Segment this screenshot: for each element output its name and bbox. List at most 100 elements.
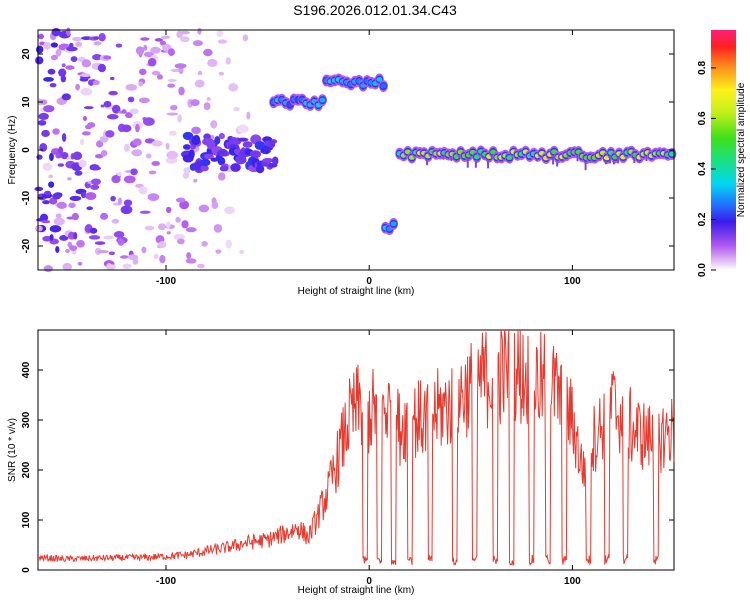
heatmap-cell-streak	[474, 159, 477, 168]
heatmap-cell	[237, 124, 249, 133]
heatmap-y-tick-label: -20	[21, 238, 32, 253]
snr-x-axis-label: Height of straight line (km)	[298, 585, 415, 596]
heatmap-cell-streak	[458, 155, 461, 158]
heatmap-cell	[255, 165, 265, 174]
heatmap-cells	[34, 27, 677, 273]
heatmap-cell	[192, 40, 203, 47]
heatmap-cell	[36, 154, 43, 160]
heatmap-cell	[166, 112, 179, 116]
heatmap-cell	[35, 56, 44, 65]
heatmap-cell	[151, 70, 161, 76]
heatmap-cell-peak	[376, 77, 383, 82]
heatmap-cell	[75, 41, 83, 47]
heatmap-cell-streak	[487, 159, 490, 169]
heatmap-cell	[197, 27, 202, 35]
heatmap-cell	[131, 149, 143, 157]
heatmap-cell	[143, 44, 148, 51]
heatmap-cell	[96, 140, 104, 148]
heatmap-cell	[129, 108, 139, 115]
heatmap-cell	[80, 73, 91, 78]
heatmap-cell	[207, 59, 218, 67]
heatmap-cell	[135, 46, 145, 55]
snr-y-axis-label: SNR (10 * v/v)	[7, 418, 18, 482]
heatmap-cell	[218, 71, 224, 76]
heatmap-cell	[97, 63, 107, 73]
heatmap-y-tick-label: 20	[21, 48, 32, 60]
heatmap-cell	[91, 178, 101, 186]
colorbar-tick-label: 0.2	[697, 212, 708, 226]
heatmap-cell	[125, 112, 133, 119]
heatmap-cell	[72, 36, 82, 42]
heatmap-cell-streak	[426, 159, 429, 166]
heatmap-cell	[167, 78, 177, 83]
heatmap-cell	[93, 41, 102, 46]
heatmap-cell	[167, 83, 176, 88]
heatmap-cell	[94, 154, 104, 159]
heatmap-cell	[58, 68, 67, 77]
heatmap-cell	[38, 112, 49, 121]
heatmap-cell	[72, 151, 83, 161]
heatmap-cell	[168, 130, 177, 136]
heatmap-cell	[108, 90, 118, 96]
heatmap-cell	[61, 63, 66, 68]
heatmap-cell	[121, 109, 127, 114]
heatmap-cell	[201, 240, 208, 247]
heatmap-cell	[165, 206, 172, 214]
heatmap-cell	[139, 68, 147, 76]
heatmap-cell	[100, 212, 109, 220]
heatmap-cell	[68, 202, 76, 209]
heatmap-cell	[50, 42, 59, 48]
heatmap-cell	[87, 79, 95, 86]
heatmap-cell	[88, 235, 101, 240]
heatmap-cell-streak	[584, 160, 587, 171]
heatmap-cell	[200, 165, 209, 172]
heatmap-cell	[178, 86, 185, 96]
heatmap-cell	[135, 123, 140, 133]
heatmap-cell	[120, 205, 133, 215]
heatmap-cell	[197, 263, 205, 269]
heatmap-cell-streak	[645, 155, 648, 162]
heatmap-cell	[49, 152, 54, 162]
heatmap-cell	[203, 102, 211, 111]
heatmap-cell	[181, 220, 189, 229]
heatmap-cell	[246, 111, 251, 120]
heatmap-cell	[44, 190, 52, 196]
heatmap-cell	[138, 186, 148, 195]
heatmap-cell	[139, 210, 151, 214]
heatmap-cell	[108, 251, 116, 256]
heatmap-cell	[151, 160, 161, 167]
heatmap-cell	[39, 213, 49, 222]
heatmap-cell	[109, 76, 115, 81]
heatmap-cell	[77, 261, 83, 266]
heatmap-cell	[233, 106, 240, 112]
heatmap-cell-streak	[491, 155, 494, 159]
heatmap-cell-streak	[535, 158, 538, 162]
heatmap-cell	[92, 79, 100, 86]
heatmap-cell	[216, 30, 224, 38]
heatmap-y-ticks: -20 -10 0 10 20	[21, 48, 674, 253]
heatmap-cell	[38, 33, 44, 40]
heatmap-cell	[182, 172, 190, 179]
heatmap-cell	[153, 253, 159, 260]
heatmap-cell	[183, 167, 191, 174]
snr-panel: -100 0 100 0 100 200 300 400 Height of straigh…	[7, 329, 675, 596]
heatmap-cell-streak	[604, 160, 607, 165]
heatmap-cell	[103, 55, 112, 60]
snr-y-ticks: 0 100 200 300 400	[21, 361, 674, 573]
heatmap-cell	[82, 116, 88, 121]
heatmap-cell-peak	[668, 151, 675, 157]
heatmap-cell	[89, 227, 98, 234]
heatmap-cell	[43, 105, 55, 113]
heatmap-cell	[242, 141, 253, 148]
heatmap-cell	[158, 241, 167, 249]
heatmap-cell	[48, 174, 54, 179]
heatmap-cell-streak	[576, 155, 579, 162]
heatmap-cell	[58, 146, 64, 155]
heatmap-cell	[125, 83, 138, 91]
heatmap-cell	[123, 175, 136, 184]
heatmap-cell	[75, 83, 80, 91]
heatmap-cell	[156, 74, 163, 80]
heatmap-cell	[200, 158, 211, 167]
heatmap-cell	[175, 216, 181, 223]
